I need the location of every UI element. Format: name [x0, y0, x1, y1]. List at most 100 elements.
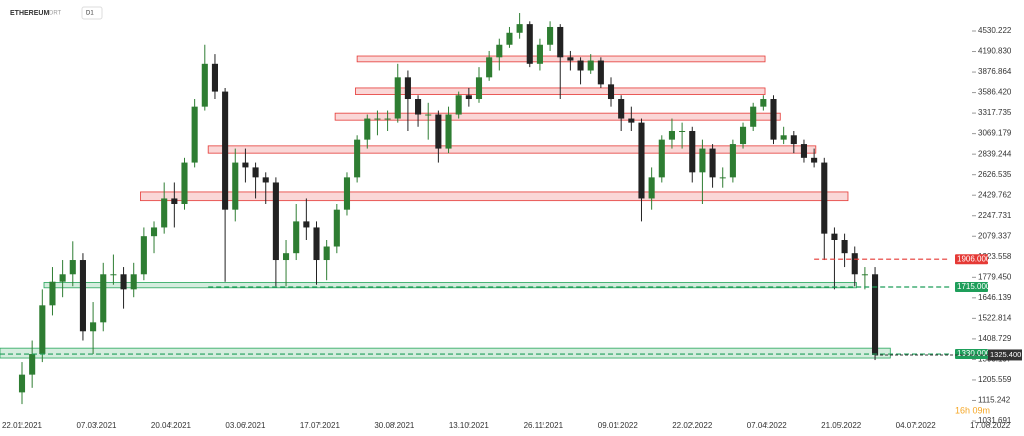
x-tick-label: 17.07.2021	[300, 421, 341, 430]
x-tick-label: 13.10.2021	[449, 421, 490, 430]
y-tick-label: 3586.420	[978, 88, 1012, 97]
zone	[43, 282, 857, 289]
candle-body	[831, 233, 838, 241]
candle-body	[171, 198, 178, 205]
zone	[207, 145, 817, 154]
candle-body	[313, 227, 320, 261]
candle-body	[851, 253, 858, 275]
y-tick-label: 4190.830	[978, 47, 1012, 56]
candle-body	[455, 95, 462, 115]
y-tick-label: 2247.731	[978, 211, 1012, 220]
candle-body	[445, 114, 452, 149]
candle-body	[343, 177, 351, 210]
candle-body	[587, 60, 594, 71]
symbol: ETHEREUM	[10, 10, 49, 17]
zone	[140, 191, 849, 202]
last-price-label: 1325.400	[990, 350, 1021, 359]
candle-body	[547, 26, 554, 45]
candle-body	[201, 63, 208, 107]
y-tick-label: 2626.535	[978, 170, 1012, 179]
candle-body	[150, 227, 158, 237]
y-tick-label: 2839.244	[978, 149, 1012, 158]
candle-body	[374, 118, 381, 120]
candle-body	[49, 281, 56, 306]
candle-body	[506, 32, 513, 45]
candle-body	[394, 77, 401, 119]
y-tick-label: 1205.559	[978, 375, 1012, 384]
candle-body	[39, 305, 46, 355]
candle-body	[648, 177, 655, 199]
candle-body	[232, 162, 239, 210]
candle-body	[222, 91, 229, 210]
candle-body	[739, 126, 747, 145]
candle-body	[140, 236, 147, 275]
candle-body	[364, 118, 371, 140]
candle-body	[760, 99, 767, 107]
candle-body	[516, 24, 523, 33]
candle-body	[242, 162, 249, 168]
interval-box[interactable]	[81, 6, 103, 20]
y-tick-label: 1408.729	[978, 334, 1012, 343]
candle-body	[618, 99, 625, 119]
candle-body	[79, 260, 86, 332]
y-tick-label: 1031.691	[978, 416, 1012, 425]
y-tick-label: 4530.222	[978, 26, 1012, 35]
candle-body	[262, 177, 269, 183]
last-price-tag	[988, 349, 1022, 361]
x-tick-label: 07.04.2022	[747, 421, 788, 430]
x-tick-label: 20.04.2021	[151, 421, 192, 430]
candle-body	[628, 118, 635, 123]
candle-body	[729, 144, 736, 178]
candle-body	[333, 209, 340, 247]
x-tick-label: 26.11.2021	[524, 421, 564, 430]
candle-body	[790, 135, 797, 145]
y-tick-label: 3876.864	[978, 67, 1012, 76]
candle-body	[486, 57, 493, 78]
y-tick-label: 3069.179	[978, 129, 1012, 138]
y-tick-label: 3317.735	[978, 108, 1012, 117]
x-tick-label: 03.06.2021	[225, 421, 266, 430]
x-tick-label: 22.01.2021	[2, 421, 43, 430]
candle-body	[110, 274, 117, 276]
countdown: 16h 09m	[955, 405, 990, 415]
candle-body	[577, 60, 584, 71]
candle-body	[770, 99, 777, 140]
candle-body	[607, 84, 615, 100]
y-tick-label: 1923.558	[978, 252, 1012, 261]
candle-body	[18, 374, 26, 393]
candle-body	[130, 274, 137, 290]
candle-body	[323, 246, 330, 261]
x-tick-label: 09.01.2022	[598, 421, 639, 430]
candle-body	[435, 114, 442, 149]
y-tick-label: 1779.450	[978, 272, 1012, 281]
candle-body	[415, 99, 422, 115]
candle-body	[668, 130, 675, 140]
x-tick-label: 30.08.2021	[374, 421, 415, 430]
candle-body	[526, 24, 533, 64]
candle-body	[811, 157, 818, 163]
candle-body	[750, 106, 757, 127]
candle-body	[404, 77, 411, 100]
candle-body	[191, 106, 198, 163]
candle-body	[293, 221, 300, 254]
candle-body	[90, 322, 97, 332]
candle-body	[536, 44, 543, 64]
y-tick-label: 2429.762	[978, 190, 1012, 199]
candle-body	[800, 144, 808, 158]
candle-body	[658, 139, 665, 178]
candle-body	[872, 274, 879, 355]
interval[interactable]: D1	[86, 11, 94, 17]
candle-body	[780, 135, 787, 140]
zone	[334, 112, 781, 121]
candle-body	[120, 274, 127, 290]
candle-body	[69, 260, 76, 275]
candle-body	[354, 139, 361, 178]
candle-body	[699, 148, 706, 173]
candle-body	[29, 354, 36, 375]
candle-body	[821, 162, 828, 234]
candle-body	[689, 130, 696, 173]
y-tick-label: 2079.337	[978, 231, 1012, 240]
x-tick-label: 04.07.2022	[896, 421, 937, 430]
candle-body	[567, 57, 574, 61]
candle-body	[425, 114, 432, 116]
